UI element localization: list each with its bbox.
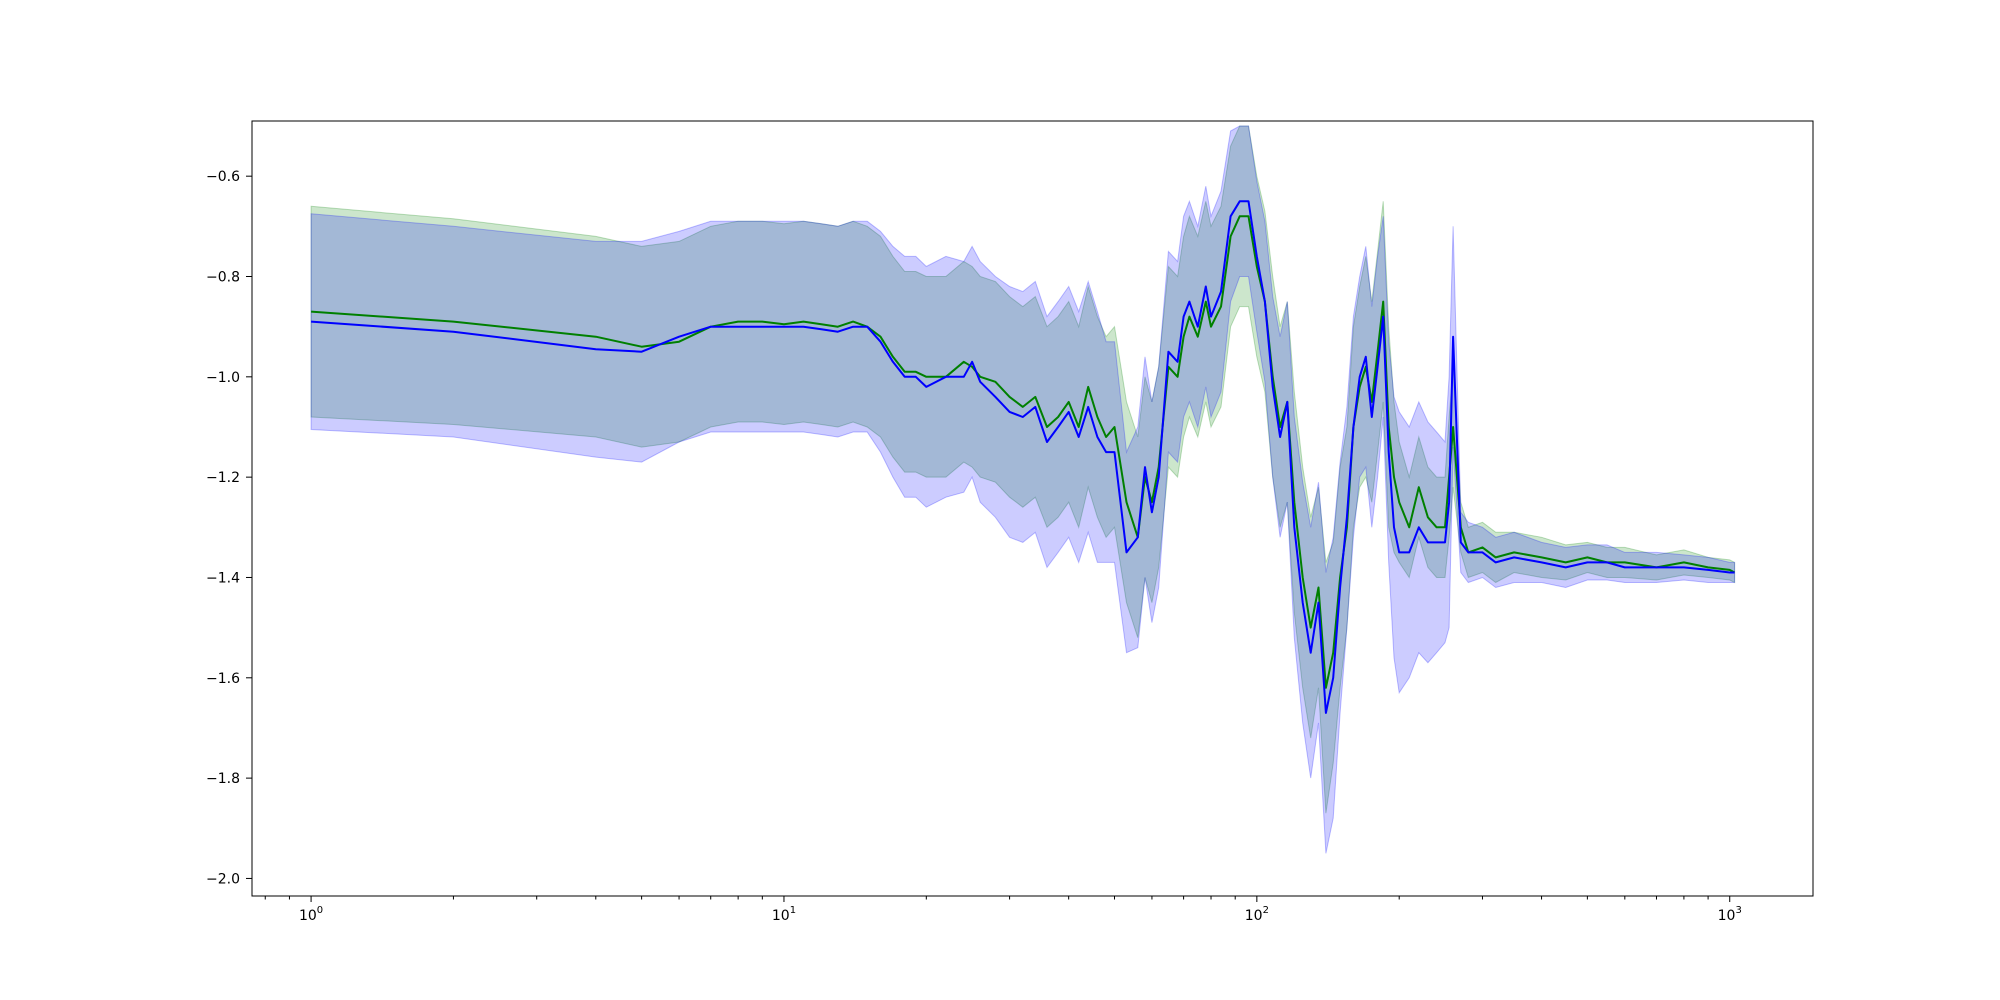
x-tick-exponent: 0	[317, 905, 323, 916]
x-tick-base: 10	[772, 908, 790, 924]
plot-frame	[251, 120, 1814, 897]
y-tick-label: −0.8	[206, 270, 240, 286]
x-tick-base: 10	[1718, 908, 1736, 924]
y-tick-label: −0.6	[206, 169, 240, 185]
x-tick-exponent: 2	[1263, 905, 1269, 916]
x-tick-label: 103	[1718, 905, 1742, 924]
x-tick-label: 100	[299, 905, 323, 924]
x-tick-exponent: 3	[1735, 905, 1741, 916]
y-tick-label: −1.2	[206, 470, 240, 486]
x-axis: 100 101 102 103	[264, 896, 1742, 924]
series-0-std-band	[310, 125, 1736, 814]
series-1-line	[311, 200, 1735, 714]
y-tick-label: −1.4	[206, 570, 240, 586]
mean-lines	[311, 200, 1736, 714]
x-tick-label: 101	[772, 905, 796, 924]
std-bands	[310, 125, 1736, 854]
x-tick-base: 10	[299, 908, 317, 924]
y-tick-label: −1.8	[206, 771, 240, 787]
x-tick-exponent: 1	[790, 905, 796, 916]
y-axis: −0.6 −0.8 −1.0 −1.2 −1.4 −1.6 −1.8 −2.0	[206, 169, 252, 887]
y-tick-label: −2.0	[206, 871, 240, 887]
y-tick-label: −1.0	[206, 370, 240, 386]
series-1-std-band	[310, 125, 1736, 854]
y-tick-label: −1.6	[206, 671, 240, 687]
x-tick-base: 10	[1245, 908, 1263, 924]
x-tick-label: 102	[1245, 905, 1269, 924]
